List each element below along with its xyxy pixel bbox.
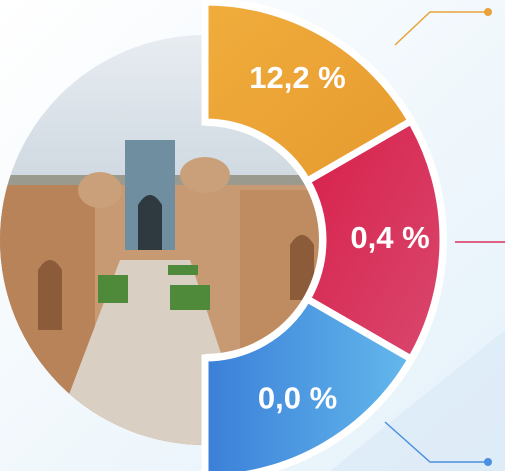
- ring: 12,2 % 0,4 % 0,0 %: [201, 0, 447, 471]
- segment-label: 0,0 %: [258, 380, 337, 415]
- segment-label: 12,2 %: [249, 60, 346, 95]
- ring-segment: [201, 294, 416, 471]
- ring-segment: [201, 0, 416, 186]
- bg-shape: [330, 330, 505, 471]
- ring-segment: [302, 116, 447, 364]
- connectors: [384, 8, 505, 466]
- segment-label: 0,4 %: [350, 220, 429, 255]
